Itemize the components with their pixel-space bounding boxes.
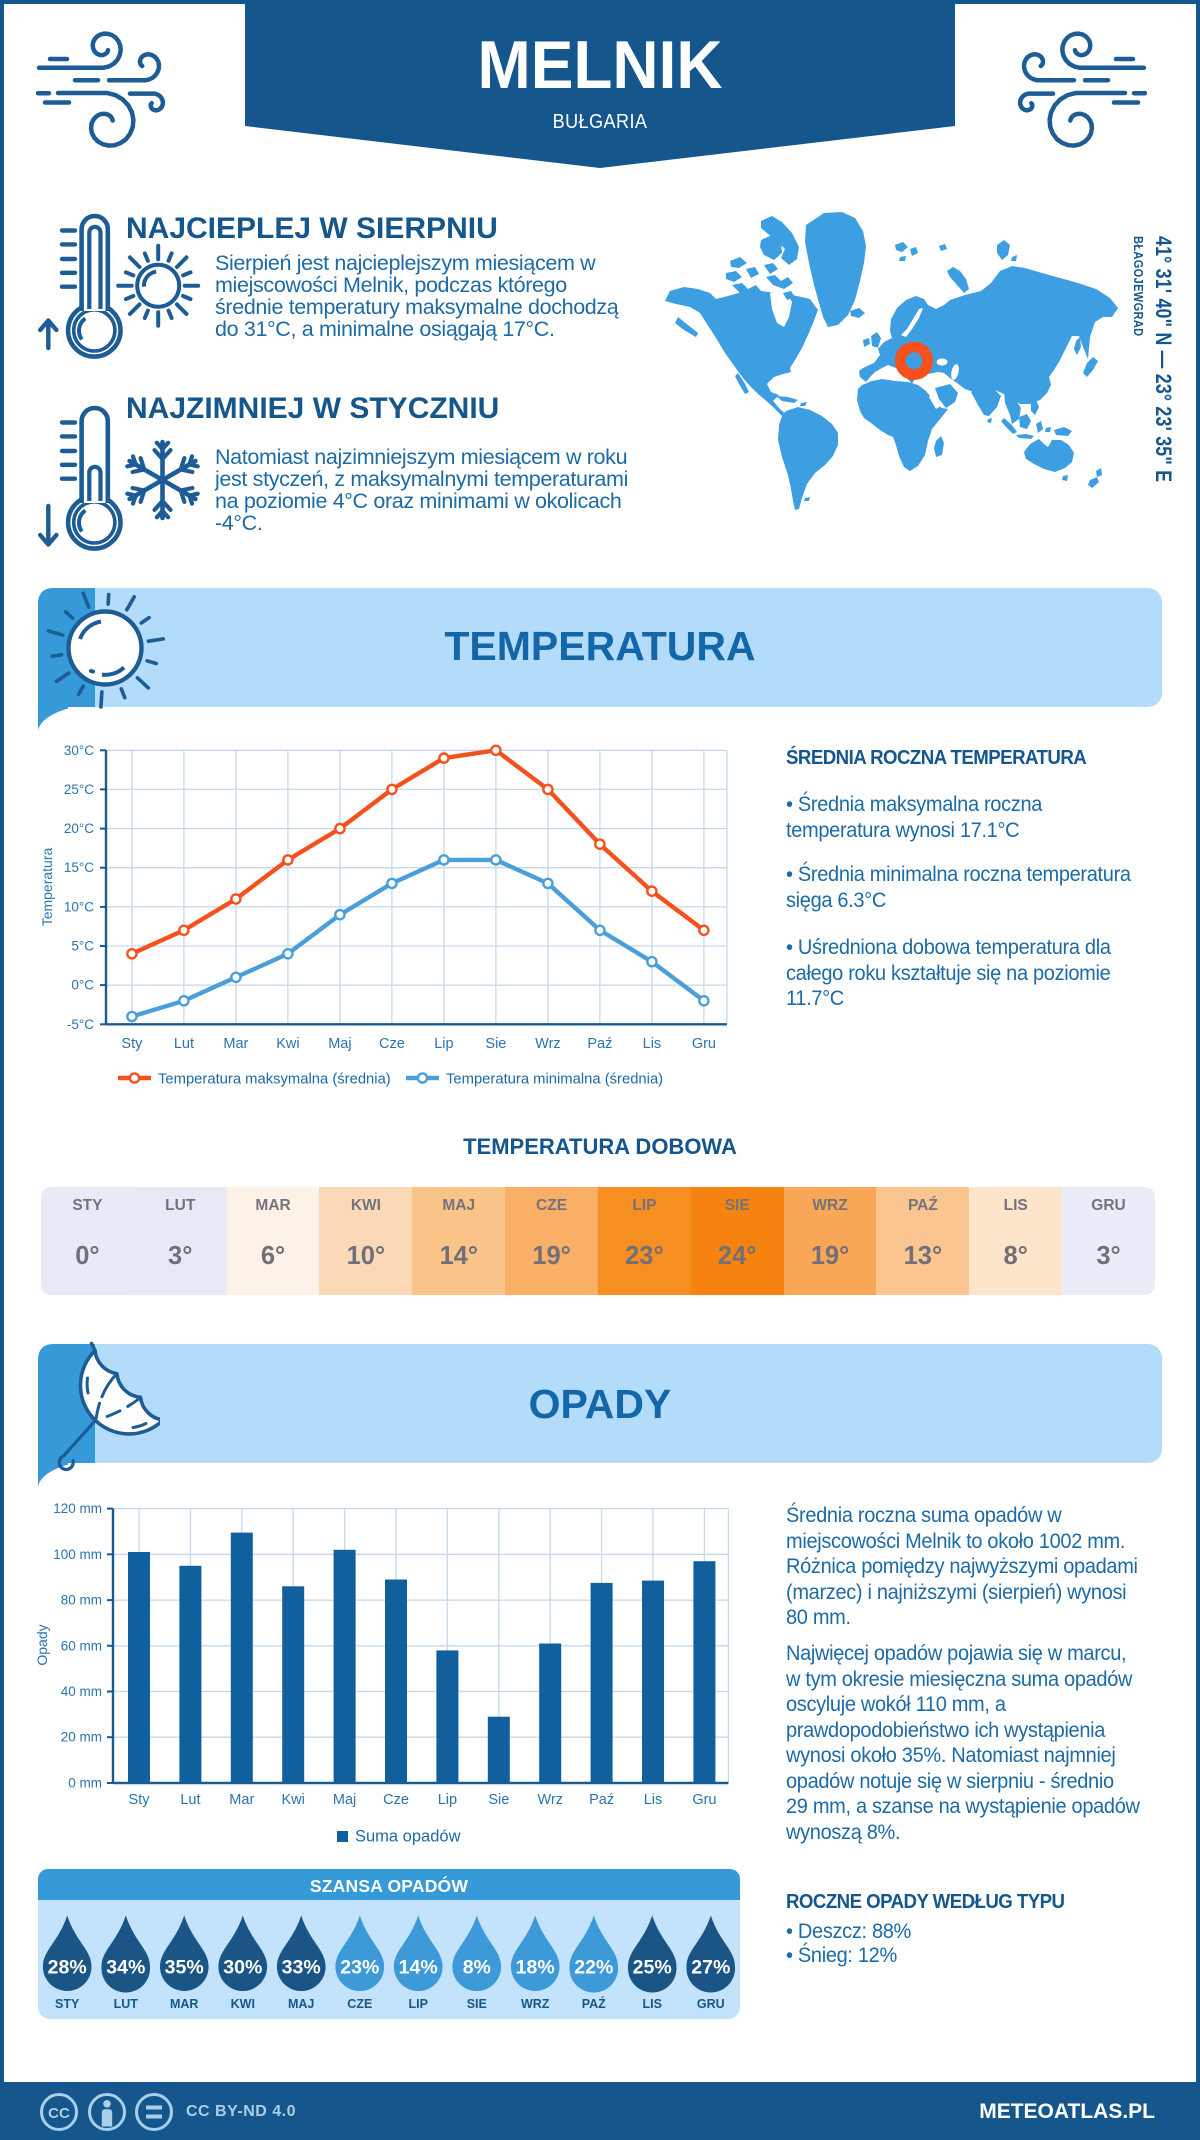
svg-text:18%: 18% (516, 1957, 555, 1979)
svg-text:Mar: Mar (223, 1036, 248, 1052)
svg-text:Wrz: Wrz (537, 1792, 563, 1808)
svg-text:CC: CC (48, 2105, 70, 2122)
svg-text:15°C: 15°C (64, 860, 94, 875)
svg-text:Lip: Lip (438, 1792, 457, 1808)
svg-text:25%: 25% (633, 1957, 672, 1979)
svg-text:27%: 27% (691, 1957, 730, 1979)
svg-text:80 mm: 80 mm (61, 1593, 102, 1608)
svg-text:Gru: Gru (692, 1036, 716, 1052)
svg-text:Gru: Gru (692, 1792, 716, 1808)
svg-text:23%: 23% (340, 1957, 379, 1979)
svg-text:LUT: LUT (114, 1997, 139, 2011)
svg-text:Opady: Opady (34, 1624, 50, 1665)
svg-text:Lip: Lip (434, 1036, 453, 1052)
svg-text:Cze: Cze (379, 1036, 405, 1052)
svg-text:Paź: Paź (587, 1036, 612, 1052)
svg-text:30%: 30% (223, 1957, 262, 1979)
svg-text:Lis: Lis (644, 1792, 663, 1808)
svg-text:SIE: SIE (467, 1997, 487, 2011)
svg-text:Temperatura minimalna (średnia: Temperatura minimalna (średnia) (446, 1072, 663, 1088)
svg-text:33%: 33% (282, 1957, 321, 1979)
svg-text:Lis: Lis (643, 1036, 662, 1052)
svg-text:60 mm: 60 mm (61, 1638, 102, 1653)
svg-text:Mar: Mar (229, 1792, 254, 1808)
svg-text:Kwi: Kwi (282, 1792, 305, 1808)
svg-text:LIS: LIS (642, 1997, 661, 2011)
svg-text:8%: 8% (463, 1957, 491, 1979)
svg-text:LIP: LIP (408, 1997, 427, 2011)
svg-text:40 mm: 40 mm (61, 1684, 102, 1699)
svg-text:Cze: Cze (383, 1792, 409, 1808)
svg-text:MAR: MAR (170, 1997, 198, 2011)
svg-text:Maj: Maj (328, 1036, 351, 1052)
svg-text:Lut: Lut (180, 1792, 200, 1808)
svg-text:120 mm: 120 mm (53, 1501, 102, 1516)
svg-text:5°C: 5°C (71, 939, 94, 954)
svg-text:MAJ: MAJ (288, 1997, 314, 2011)
svg-text:STY: STY (55, 1997, 80, 2011)
svg-text:GRU: GRU (697, 1997, 725, 2011)
svg-text:28%: 28% (48, 1957, 87, 1979)
svg-text:Suma opadów: Suma opadów (355, 1828, 461, 1846)
svg-text:CZE: CZE (347, 1997, 372, 2011)
svg-text:14%: 14% (399, 1957, 438, 1979)
svg-text:Temperatura: Temperatura (39, 847, 55, 926)
svg-text:Sie: Sie (488, 1792, 509, 1808)
svg-text:20°C: 20°C (64, 821, 94, 836)
svg-text:0°C: 0°C (71, 978, 94, 993)
svg-text:KWI: KWI (231, 1997, 255, 2011)
svg-text:Kwi: Kwi (276, 1036, 299, 1052)
svg-text:Temperatura maksymalna (średni: Temperatura maksymalna (średnia) (158, 1072, 391, 1088)
svg-text:0 mm: 0 mm (68, 1776, 102, 1791)
svg-text:Paź: Paź (589, 1792, 614, 1808)
svg-text:Maj: Maj (333, 1792, 356, 1808)
svg-text:35%: 35% (165, 1957, 204, 1979)
svg-text:25°C: 25°C (64, 782, 94, 797)
svg-text:30°C: 30°C (64, 743, 94, 758)
svg-text:22%: 22% (574, 1957, 613, 1979)
svg-text:100 mm: 100 mm (53, 1547, 102, 1562)
svg-text:PAŹ: PAŹ (582, 1996, 606, 2011)
svg-text:Wrz: Wrz (535, 1036, 561, 1052)
svg-text:Lut: Lut (174, 1036, 194, 1052)
svg-text:10°C: 10°C (64, 899, 94, 914)
svg-text:20 mm: 20 mm (61, 1730, 102, 1745)
svg-text:Sty: Sty (121, 1036, 143, 1052)
svg-text:-5°C: -5°C (67, 1017, 94, 1032)
svg-text:Sie: Sie (485, 1036, 506, 1052)
svg-text:Sty: Sty (129, 1792, 151, 1808)
svg-text:34%: 34% (106, 1957, 145, 1979)
svg-text:WRZ: WRZ (521, 1997, 550, 2011)
